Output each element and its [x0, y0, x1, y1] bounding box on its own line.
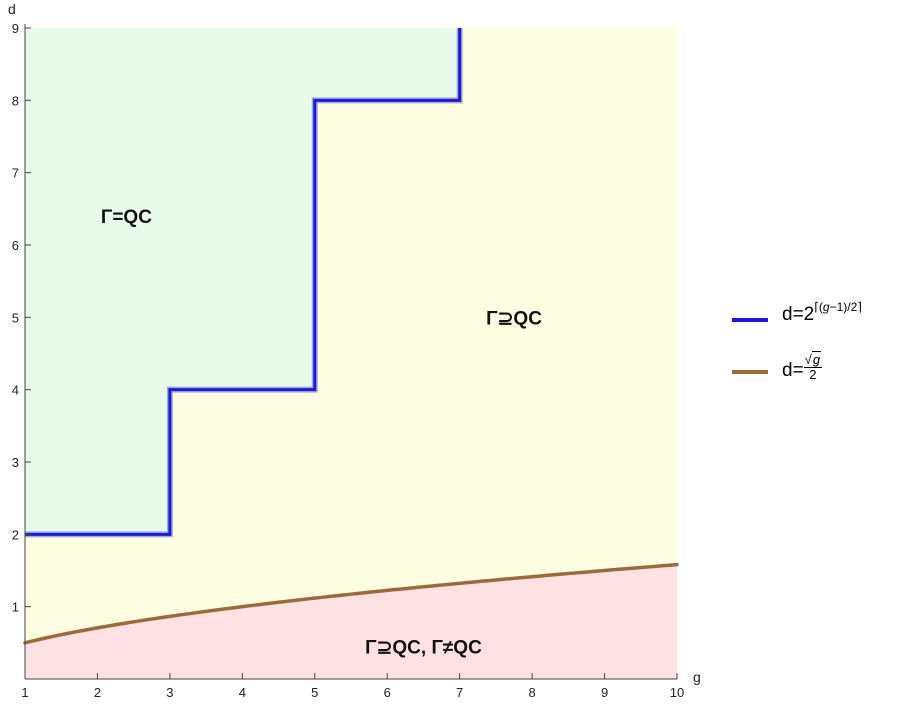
- y-tick-label: 1: [12, 600, 19, 615]
- legend-item-curve: d= √g 2: [728, 351, 904, 406]
- x-tick-label: 9: [601, 685, 608, 700]
- y-tick-label: 4: [12, 383, 19, 398]
- x-tick-label: 3: [166, 685, 173, 700]
- legend-item-step: d=2⌈(g−1)/2⌉: [728, 300, 904, 354]
- legend-swatch-curve: [732, 370, 768, 374]
- y-tick-label: 7: [12, 166, 19, 181]
- y-tick-label: 5: [12, 310, 19, 325]
- y-axis-label: d: [8, 1, 16, 17]
- x-tick-label: 4: [239, 685, 246, 700]
- x-tick-label: 10: [670, 685, 684, 700]
- legend-label-step: d=2⌈(g−1)/2⌉: [782, 300, 862, 325]
- region-label-0: Γ=QC: [101, 207, 152, 228]
- x-tick-label: 2: [94, 685, 101, 700]
- y-tick-label: 8: [12, 93, 19, 108]
- x-tick-label: 6: [384, 685, 391, 700]
- region-label-1: Γ⊇QC: [486, 308, 542, 329]
- x-tick-label: 8: [528, 685, 535, 700]
- region-equal: [25, 28, 460, 535]
- chart-legend: d=2⌈(g−1)/2⌉ d= √g 2: [728, 300, 904, 406]
- x-tick-label: 5: [311, 685, 318, 700]
- x-tick-label: 1: [21, 685, 28, 700]
- x-tick-label: 7: [456, 685, 463, 700]
- y-tick-label: 3: [12, 455, 19, 470]
- legend-swatch-step: [732, 318, 768, 322]
- y-tick-label: 9: [12, 21, 19, 36]
- step-series-line: [25, 28, 462, 536]
- region-label-2: Γ⊇QC, Γ≠QC: [365, 637, 482, 658]
- sqrt-series-line: [23, 562, 679, 645]
- y-tick-label: 2: [12, 527, 19, 542]
- x-axis-label: g: [693, 669, 701, 685]
- y-tick-label: 6: [12, 238, 19, 253]
- legend-label-curve: d= √g 2: [782, 351, 823, 382]
- region-proper-superset: [25, 564, 677, 679]
